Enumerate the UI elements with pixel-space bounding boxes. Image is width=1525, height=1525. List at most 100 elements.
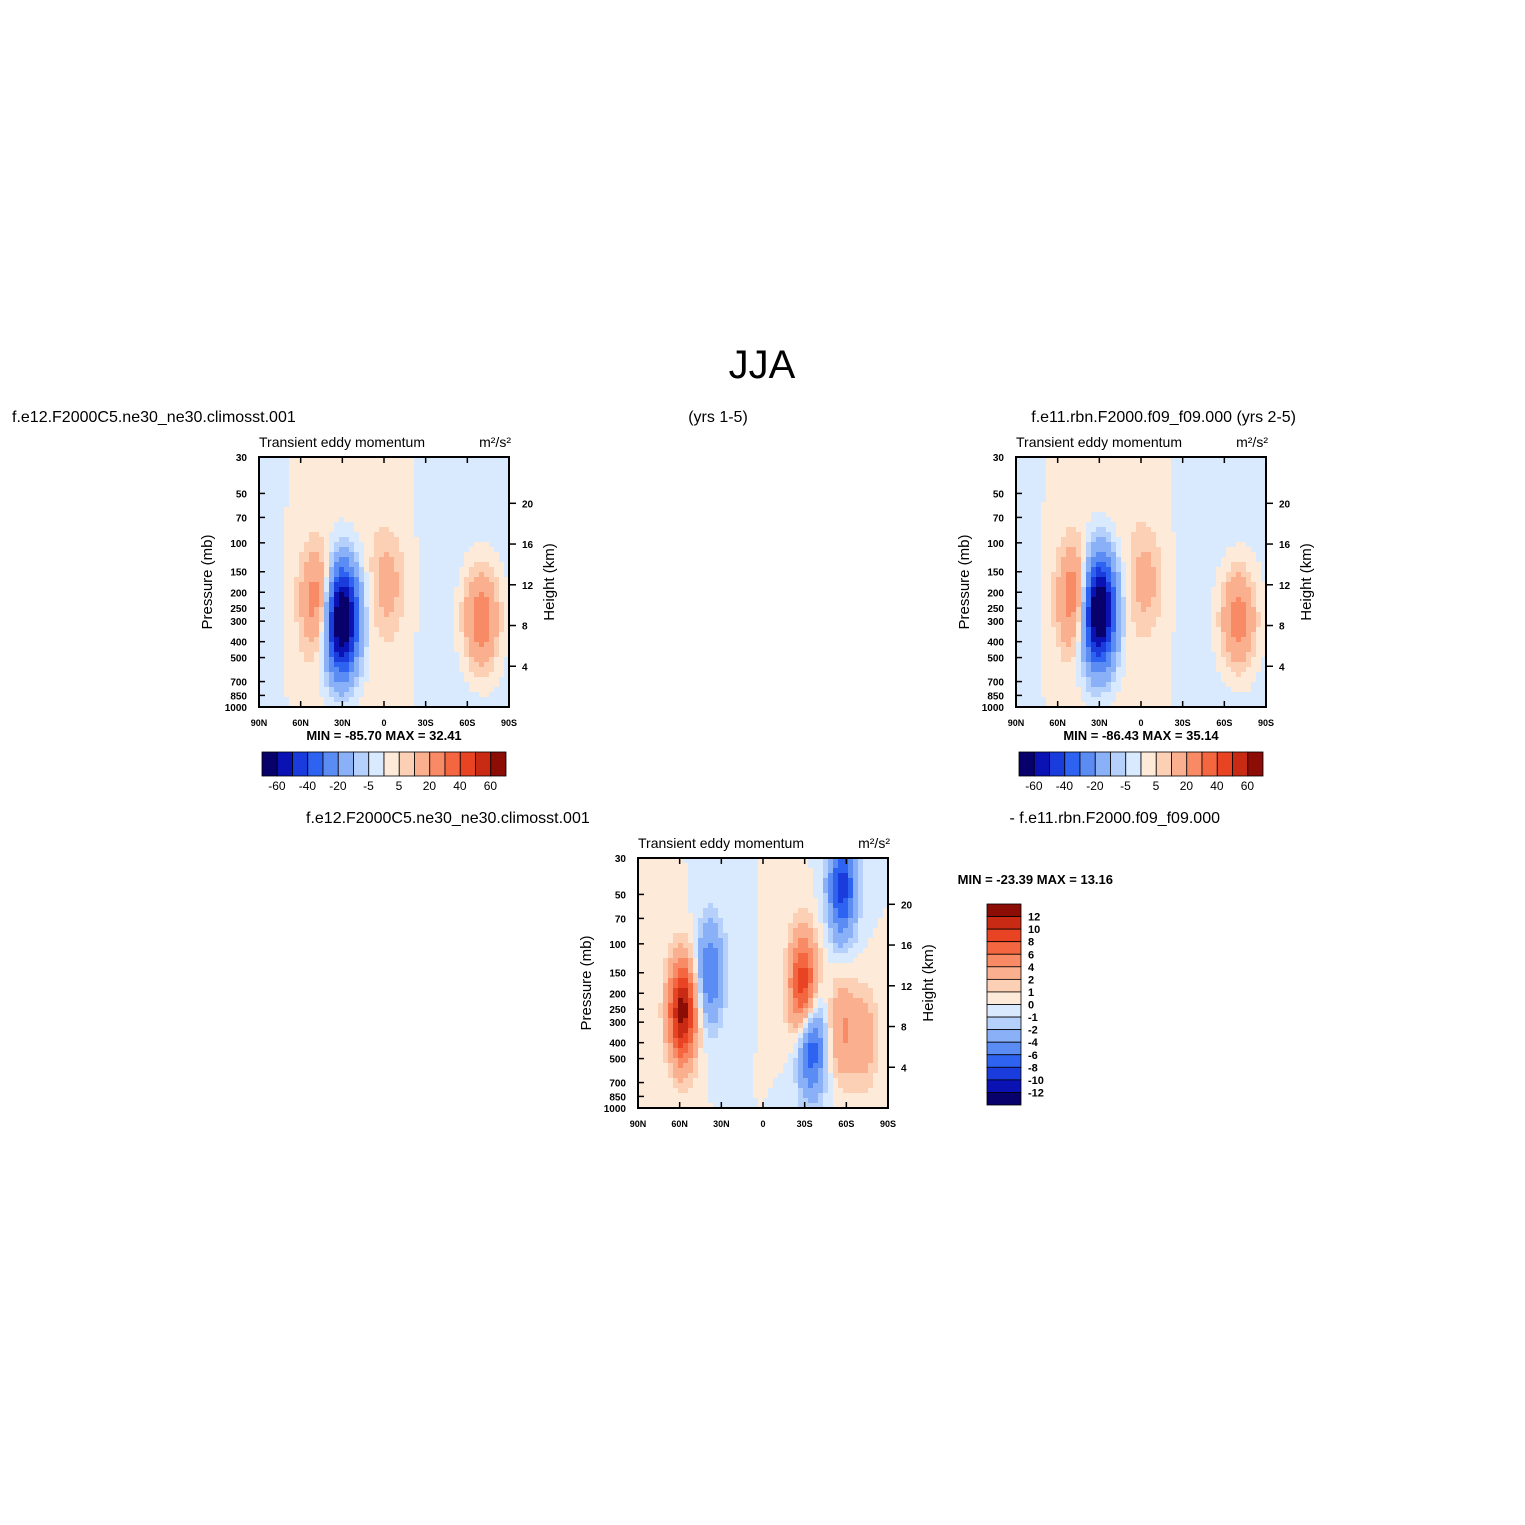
- contour-cell: [359, 612, 365, 618]
- contour-cell: [1216, 647, 1222, 653]
- contour-cell: [1086, 692, 1092, 698]
- contour-cell: [434, 682, 440, 688]
- contour-cell: [1151, 652, 1157, 658]
- contour-cell: [329, 577, 335, 583]
- contour-cell: [504, 672, 510, 678]
- contour-cell: [319, 537, 325, 543]
- contour-cell: [1061, 687, 1067, 693]
- contour-cell: [474, 677, 480, 683]
- contour-cell: [294, 517, 300, 523]
- contour-cell: [494, 457, 500, 463]
- contour-cell: [1206, 617, 1212, 623]
- contour-cell: [344, 617, 350, 623]
- contour-cell: [1241, 492, 1247, 498]
- contour-cell: [1241, 652, 1247, 658]
- contour-cell: [494, 492, 500, 498]
- colorbar-swatch: [459, 751, 476, 777]
- contour-cell: [379, 537, 385, 543]
- contour-cell: [324, 657, 330, 663]
- contour-cell: [304, 512, 310, 518]
- contour-cell: [304, 567, 310, 573]
- contour-cell: [1201, 512, 1207, 518]
- contour-cell: [299, 522, 305, 528]
- contour-cell: [289, 602, 295, 608]
- contour-cell: [1021, 542, 1027, 548]
- contour-cell: [314, 547, 320, 553]
- contour-cell: [364, 502, 370, 508]
- contour-cell: [409, 507, 415, 513]
- contour-cell: [479, 592, 485, 598]
- contour-cell: [1141, 647, 1147, 653]
- contour-cell: [324, 572, 330, 578]
- contour-cell: [474, 462, 480, 468]
- contour-cell: [304, 537, 310, 543]
- contour-cell: [474, 507, 480, 513]
- contour-cell: [324, 477, 330, 483]
- contour-cell: [1031, 622, 1037, 628]
- contour-cell: [1256, 487, 1262, 493]
- contour-cell: [1156, 677, 1162, 683]
- contour-cell: [1046, 642, 1052, 648]
- contour-cell: [269, 477, 275, 483]
- contour-cell: [359, 492, 365, 498]
- contour-cell: [1251, 597, 1257, 603]
- contour-cell: [429, 612, 435, 618]
- contour-cell: [1256, 552, 1262, 558]
- contour-cell: [289, 552, 295, 558]
- contour-cell: [1226, 652, 1232, 658]
- contour-cell: [484, 652, 490, 658]
- contour-cell: [1196, 672, 1202, 678]
- contour-cell: [1246, 507, 1252, 513]
- contour-cell: [1076, 497, 1082, 503]
- contour-cell: [459, 687, 465, 693]
- contour-cell: [359, 527, 365, 533]
- contour-cell: [1251, 627, 1257, 633]
- contour-cell: [479, 537, 485, 543]
- contour-cell: [434, 647, 440, 653]
- contour-cell: [274, 572, 280, 578]
- contour-cell: [389, 557, 395, 563]
- contour-cell: [504, 547, 510, 553]
- contour-cell: [1226, 687, 1232, 693]
- contour-cell: [1236, 552, 1242, 558]
- contour-cell: [1246, 502, 1252, 508]
- contour-cell: [1026, 582, 1032, 588]
- contour-cell: [1031, 662, 1037, 668]
- contour-cell: [1071, 537, 1077, 543]
- contour-cell: [479, 597, 485, 603]
- contour-cell: [1236, 542, 1242, 548]
- contour-cell: [319, 532, 325, 538]
- contour-cell: [1256, 577, 1262, 583]
- contour-cell: [439, 482, 445, 488]
- contour-cell: [354, 597, 360, 603]
- contour-cell: [424, 617, 430, 623]
- contour-cell: [489, 527, 495, 533]
- contour-cell: [1226, 657, 1232, 663]
- contour-cell: [359, 547, 365, 553]
- contour-cell: [334, 612, 340, 618]
- contour-cell: [264, 662, 270, 668]
- contour-cell: [1216, 597, 1222, 603]
- contour-cell: [1176, 692, 1182, 698]
- contour-cell: [369, 467, 375, 473]
- contour-cell: [1171, 517, 1177, 523]
- contour-cell: [1116, 507, 1122, 513]
- contour-cell: [344, 597, 350, 603]
- contour-cell: [489, 532, 495, 538]
- contour-cell: [304, 552, 310, 558]
- contour-cell: [454, 517, 460, 523]
- contour-cell: [334, 537, 340, 543]
- contour-cell: [1041, 542, 1047, 548]
- contour-cell: [1261, 457, 1267, 463]
- contour-cell: [464, 487, 470, 493]
- contour-cell: [404, 612, 410, 618]
- contour-cell: [414, 602, 420, 608]
- contour-cell: [319, 642, 325, 648]
- contour-cell: [299, 692, 305, 698]
- contour-cell: [1156, 537, 1162, 543]
- contour-cell: [1056, 617, 1062, 623]
- contour-cell: [1066, 612, 1072, 618]
- contour-cell: [1141, 687, 1147, 693]
- contour-cell: [429, 512, 435, 518]
